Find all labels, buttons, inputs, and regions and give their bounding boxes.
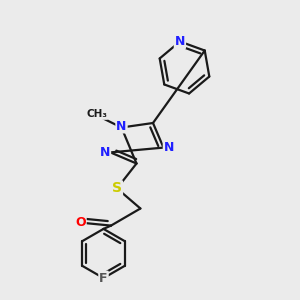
Text: CH₃: CH₃ bbox=[86, 109, 107, 119]
Text: O: O bbox=[75, 216, 86, 229]
Text: N: N bbox=[164, 141, 174, 154]
Text: F: F bbox=[99, 272, 108, 285]
Text: N: N bbox=[116, 119, 127, 133]
Text: N: N bbox=[100, 146, 110, 159]
Text: N: N bbox=[175, 35, 185, 48]
Text: S: S bbox=[112, 182, 122, 195]
